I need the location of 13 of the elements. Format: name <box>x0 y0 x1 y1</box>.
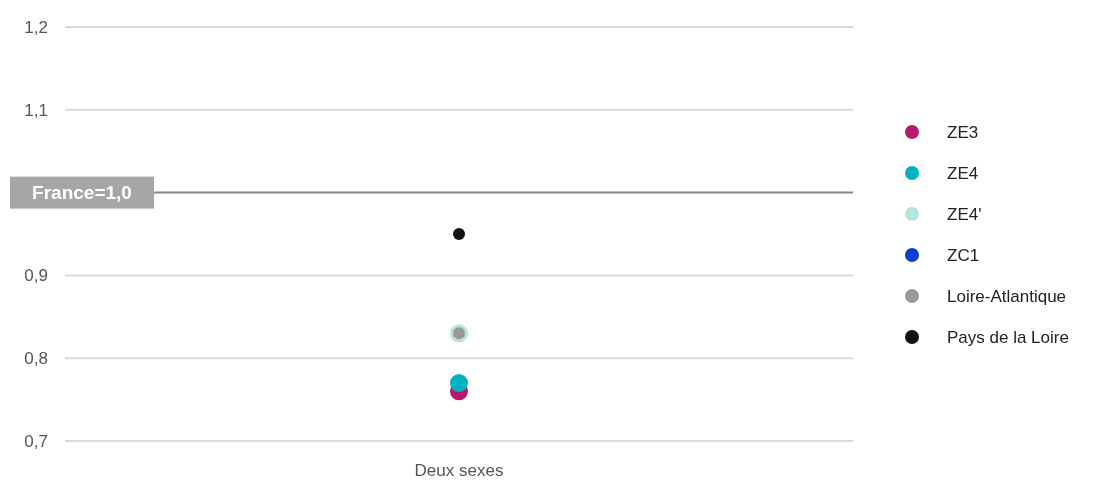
y-tick-label: 0,9 <box>24 266 48 286</box>
legend-label: ZE3 <box>947 122 979 142</box>
y-tick-label: 0,8 <box>24 349 48 369</box>
legend-label: ZC1 <box>947 245 980 265</box>
y-tick-label: 0,7 <box>24 431 48 451</box>
x-tick-label: Deux sexes <box>414 461 504 480</box>
legend-label: ZE4 <box>947 163 979 183</box>
legend-label: Pays de la Loire <box>947 327 1069 347</box>
ref-line-label: France=1,0 <box>32 182 132 204</box>
legend-label: Loire-Atlantique <box>947 286 1067 306</box>
y-tick-label: 1,2 <box>24 17 48 37</box>
y-tick-label: 1,1 <box>24 100 48 120</box>
legend-label: ZE4' <box>947 204 982 224</box>
